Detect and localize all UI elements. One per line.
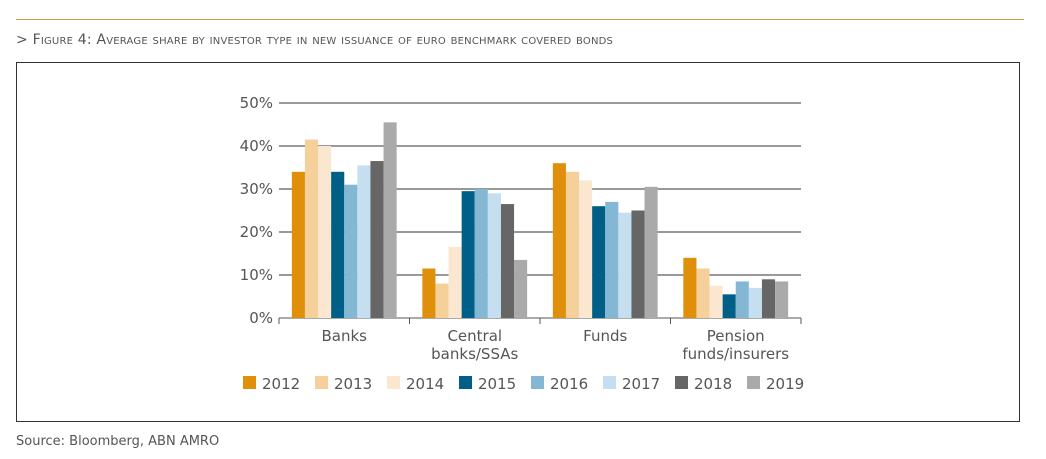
bar-2015-1 [331,171,345,318]
legend-swatch-2018 [675,376,688,389]
x-category-label: Banks [322,327,368,345]
bar-2014-1 [318,146,332,318]
bar-2014-4 [709,285,723,318]
bar-2016-4 [735,281,749,318]
x-category-label: Central [447,327,502,345]
figure-title-text: Average share by investor type in new is… [96,32,614,48]
legend-label-2014: 2014 [406,375,444,393]
legend-swatch-2016 [531,376,544,389]
y-tick-label: 0% [249,309,273,327]
bar-2019-4 [775,281,789,318]
chart-frame: 0% 10% 20% 30% 40% 50% Banks Central banks/SSAs F… [16,62,1020,422]
y-tick-label: 40% [240,137,273,155]
legend-label-2012: 2012 [262,375,300,393]
legend-label-2013: 2013 [334,375,372,393]
x-category-label: Pension [707,327,765,345]
bar-2018-2 [500,204,515,318]
top-rule [16,19,1024,20]
legend-swatch-2014 [387,376,400,389]
legend-label-2017: 2017 [622,375,660,393]
bar-2013-4 [696,268,710,318]
x-category-label: Funds [583,327,627,345]
bar-2015-2 [461,191,475,318]
legend-swatch-2015 [459,376,472,389]
legend-swatch-2019 [747,376,760,389]
bar-2013-3 [565,171,580,318]
bar-2016-3 [605,201,619,318]
y-tick-label: 30% [240,180,273,198]
bar-2017-3 [618,212,632,318]
bar-2016-2 [474,189,488,318]
legend-swatch-2017 [603,376,616,389]
bar-2019-3 [644,186,658,318]
legend-swatch-2012 [243,376,256,389]
bar-2013-2 [435,283,449,318]
legend-swatch-2013 [315,376,328,389]
y-tick-label: 50% [240,94,273,112]
bar-2016-1 [344,184,358,318]
legend-label-2016: 2016 [550,375,588,393]
bar-2012-3 [552,163,566,318]
figure-title: > Figure 4: Average share by investor ty… [16,32,613,48]
bar-2014-3 [579,180,593,318]
legend-label-2015: 2015 [478,375,516,393]
x-category-label: banks/SSAs [431,345,518,363]
y-tick-label: 10% [240,266,273,284]
bar-2019-2 [514,259,528,318]
bar-2017-4 [748,287,762,318]
bar-2017-1 [357,165,371,318]
bar-2012-1 [291,171,305,318]
bar-2012-4 [683,257,697,318]
legend-label-2019: 2019 [766,375,804,393]
figure-label: > Figure 4: [16,32,92,48]
source-note: Source: Bloomberg, ABN AMRO [16,434,220,449]
legend-label-2018: 2018 [694,375,732,393]
bar-2018-3 [631,210,645,318]
bar-2017-2 [487,193,501,318]
x-category-label: funds/insurers [682,345,789,363]
bar-2012-2 [422,268,436,318]
bar-2019-1 [383,122,397,318]
bar-2015-3 [592,206,606,318]
bar-2018-1 [370,161,384,318]
y-tick-label: 20% [240,223,273,241]
bar-2014-2 [448,247,462,318]
bar-2015-4 [722,294,736,318]
bar-2013-1 [304,139,319,318]
bar-2018-4 [761,279,776,318]
